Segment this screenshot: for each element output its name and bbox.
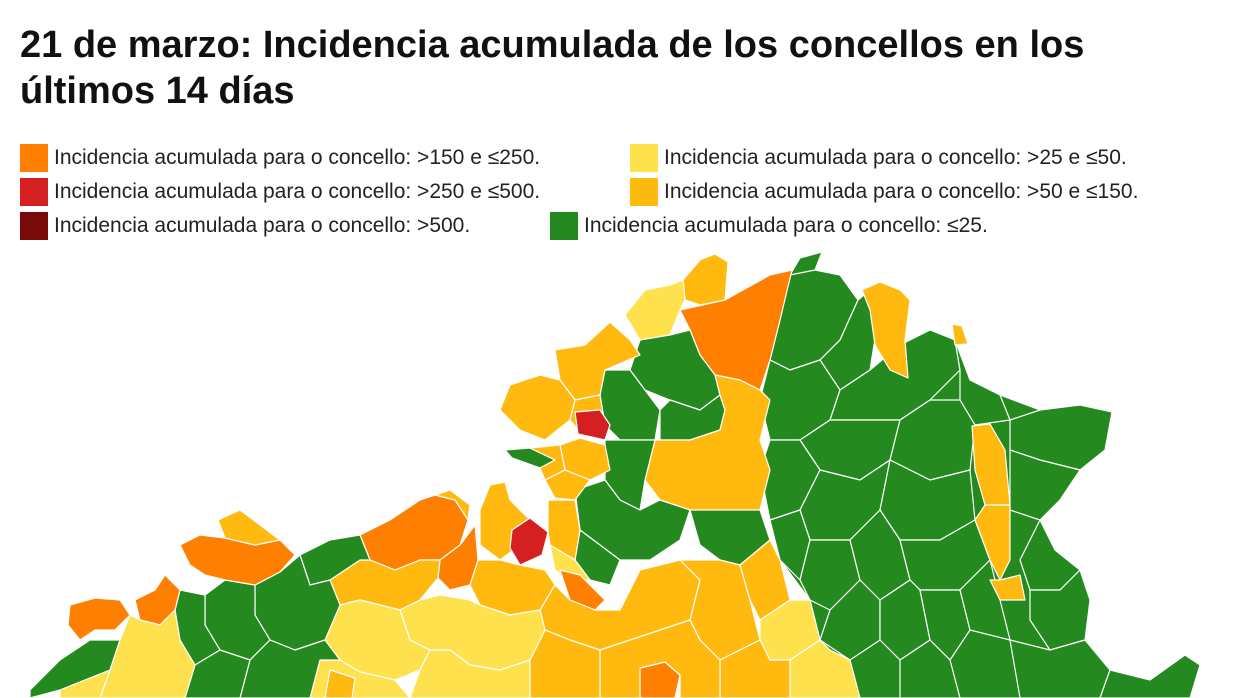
municipality[interactable] [974,504,1011,581]
map-svg [29,251,1201,698]
municipality[interactable] [989,574,1026,601]
legend-label: Incidencia acumulada para o concello: >5… [664,180,1139,203]
map-title: 21 de marzo: Incidencia acumulada de los… [20,24,1085,112]
legend-item-up-to-25: Incidencia acumulada para o concello: ≤2… [550,212,988,240]
swatch-up-to-25 [550,212,578,240]
municipality[interactable] [409,649,531,698]
legend-label: Incidencia acumulada para o concello: >2… [54,180,541,203]
municipality[interactable] [1029,569,1091,651]
swatch-250-500 [20,178,48,206]
municipality[interactable] [954,339,1011,426]
municipality[interactable] [1009,639,1111,698]
municipality[interactable] [509,517,549,566]
municipality[interactable] [861,281,911,379]
swatch-over-500 [20,212,48,240]
municipality[interactable] [574,409,611,441]
municipality[interactable] [544,469,591,501]
legend-item-250-500: Incidencia acumulada para o concello: >2… [20,178,540,206]
municipality[interactable] [434,489,471,521]
municipality[interactable] [499,374,576,441]
municipality[interactable] [624,279,686,341]
municipality[interactable] [682,253,729,306]
legend-label: Incidencia acumulada para o concello: >5… [54,214,471,237]
legend-label: Incidencia acumulada para o concello: ≤2… [584,214,988,237]
legend-item-over-500: Incidencia acumulada para o concello: >5… [20,212,470,240]
municipality[interactable] [951,323,969,346]
municipality[interactable] [324,669,356,698]
legend-item-150-250: Incidencia acumulada para o concello: >1… [20,144,540,172]
swatch-50-150 [630,178,658,206]
municipality[interactable] [179,534,296,586]
municipality[interactable] [67,597,131,641]
municipality[interactable] [789,639,861,698]
legend-item-50-150: Incidencia acumulada para o concello: >5… [630,178,1138,206]
legend-label: Incidencia acumulada para o concello: >2… [664,146,1127,169]
municipality[interactable] [899,639,961,698]
municipality[interactable] [239,639,341,698]
choropleth-map [0,240,1248,698]
municipality[interactable] [1099,654,1201,698]
swatch-150-250 [20,144,48,172]
legend-item-25-50: Incidencia acumulada para o concello: >2… [630,144,1127,172]
municipality[interactable] [599,619,721,698]
municipality[interactable] [719,639,791,698]
municipality[interactable] [59,669,111,698]
municipality[interactable] [959,559,1011,641]
legend-label: Incidencia acumulada para o concello: >1… [54,146,541,169]
municipality[interactable] [217,509,281,546]
legend: Incidencia acumulada para o concello: >1… [20,144,1240,246]
swatch-25-50 [630,144,658,172]
